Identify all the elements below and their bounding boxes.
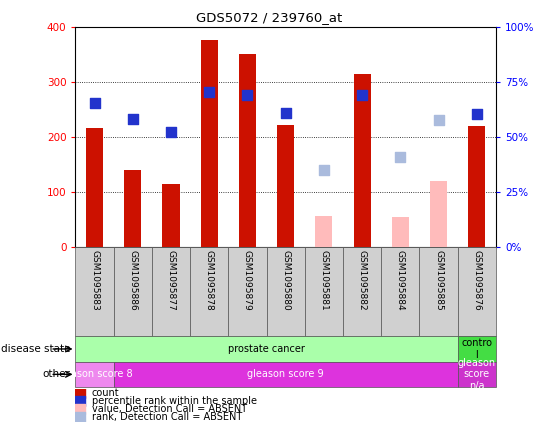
Text: GSM1095883: GSM1095883 [90, 250, 99, 311]
Bar [343, 247, 381, 336]
Text: GSM1095886: GSM1095886 [128, 250, 137, 311]
Point [128, 115, 137, 122]
Point [281, 110, 290, 117]
Point [396, 154, 405, 161]
Point [167, 129, 175, 135]
Bar [190, 247, 229, 336]
Bar [201, 40, 218, 247]
Bar [152, 247, 190, 336]
Bar [75, 247, 114, 336]
Bar [430, 181, 447, 247]
Bar [86, 128, 103, 247]
Bar [458, 336, 496, 362]
Text: GSM1095877: GSM1095877 [167, 250, 176, 311]
Bar [468, 126, 485, 247]
Bar [162, 184, 179, 247]
Text: gleason score 8: gleason score 8 [56, 369, 133, 379]
Text: other: other [42, 369, 70, 379]
Text: percentile rank within the sample: percentile rank within the sample [92, 396, 257, 406]
Bar [458, 362, 496, 387]
Text: contro
l: contro l [461, 338, 492, 360]
Point [75, 390, 84, 396]
Text: GSM1095884: GSM1095884 [396, 250, 405, 311]
Text: count: count [92, 388, 119, 398]
Text: GSM1095879: GSM1095879 [243, 250, 252, 311]
Bar [239, 54, 256, 247]
Bar [392, 217, 409, 247]
Text: GSM1095885: GSM1095885 [434, 250, 443, 311]
Point [358, 91, 367, 98]
Point [75, 398, 84, 404]
Bar [315, 216, 333, 247]
Bar [229, 247, 267, 336]
Point [90, 100, 99, 107]
Bar [124, 170, 141, 247]
Bar [75, 362, 114, 387]
Point [434, 116, 443, 123]
Bar [114, 362, 458, 387]
Bar [114, 247, 152, 336]
Bar [419, 247, 458, 336]
Bar [305, 247, 343, 336]
Point [75, 406, 84, 412]
Text: GSM1095876: GSM1095876 [472, 250, 481, 311]
Text: GSM1095882: GSM1095882 [357, 250, 367, 311]
Text: disease state: disease state [1, 344, 70, 354]
Point [320, 167, 328, 174]
Text: rank, Detection Call = ABSENT: rank, Detection Call = ABSENT [92, 412, 242, 422]
Text: GSM1095880: GSM1095880 [281, 250, 290, 311]
Text: value, Detection Call = ABSENT: value, Detection Call = ABSENT [92, 404, 247, 414]
Bar [277, 125, 294, 247]
Point [205, 89, 213, 96]
Text: GSM1095881: GSM1095881 [320, 250, 328, 311]
Text: gleason score 9: gleason score 9 [247, 369, 324, 379]
Text: GSM1095878: GSM1095878 [205, 250, 214, 311]
Point [75, 414, 84, 420]
Bar [267, 247, 305, 336]
Text: gleason
score
n/a: gleason score n/a [458, 358, 496, 391]
Bar [458, 247, 496, 336]
Point [243, 91, 252, 98]
Text: prostate cancer: prostate cancer [228, 344, 305, 354]
Text: GDS5072 / 239760_at: GDS5072 / 239760_at [196, 11, 343, 24]
Bar [354, 74, 371, 247]
Bar [381, 247, 419, 336]
Point [473, 111, 481, 118]
